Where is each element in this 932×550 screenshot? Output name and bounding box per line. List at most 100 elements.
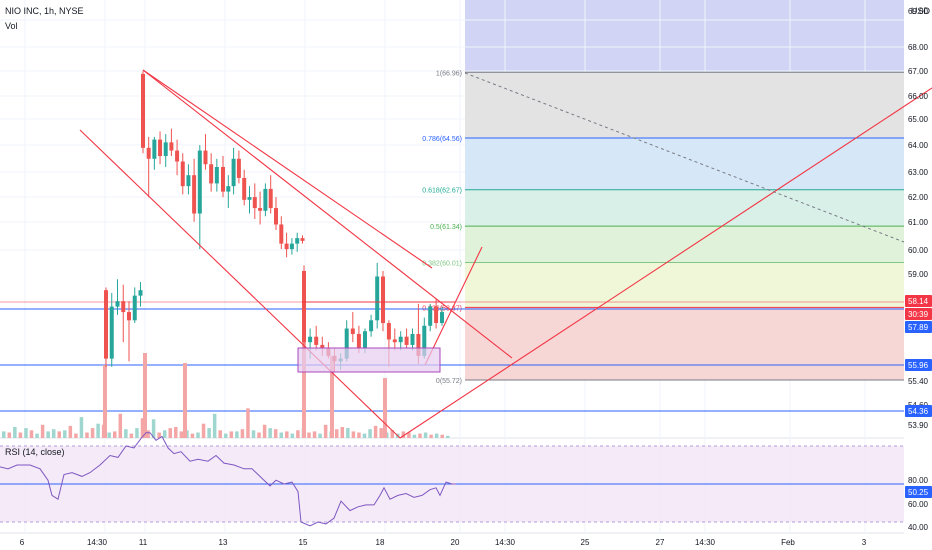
price-tag (905, 321, 932, 333)
candle-body (363, 331, 367, 348)
volume-bar (103, 365, 107, 438)
volume-bar (2, 431, 6, 438)
price-tag-text: 30:39 (908, 310, 929, 319)
price-tick-label: 63.00 (908, 168, 929, 177)
price-tag-text: 54.36 (908, 407, 929, 416)
price-tick-label: 61.00 (908, 218, 929, 227)
volume-bar (57, 431, 61, 438)
candle-body (197, 150, 202, 214)
candle-body (180, 161, 185, 187)
candle-body (428, 306, 433, 326)
volume-bar (179, 431, 184, 438)
fib-level-label: 0(55.72) (436, 378, 462, 385)
trendline (399, 87, 932, 439)
candle-body (422, 325, 427, 356)
time-tick-label: 11 (139, 538, 148, 547)
volume-bar (407, 432, 411, 438)
volume-bar (357, 432, 361, 438)
volume-bar (290, 433, 295, 438)
volume-bar (129, 433, 134, 438)
candle-body (386, 323, 391, 340)
candle-body (375, 276, 380, 321)
volume-bar (29, 430, 34, 438)
volume-bar (251, 430, 256, 438)
price-tick-label: 65.00 (908, 115, 929, 124)
price-tag-text: 57.89 (908, 323, 929, 332)
volume-bar (440, 434, 444, 438)
time-tick-label: 27 (656, 538, 665, 547)
time-tick-label: 18 (376, 538, 385, 547)
fib-zone (465, 262, 904, 308)
candle-body (242, 177, 247, 200)
volume-bar (235, 431, 239, 438)
price-tick-label: 67.00 (908, 67, 929, 76)
candle-body (279, 224, 284, 244)
candle-body (289, 243, 294, 250)
candle-body (263, 188, 268, 211)
fib-trend-dashed (464, 72, 905, 243)
volume-bar (196, 432, 200, 438)
volume-bar (273, 429, 278, 438)
currency-label: USD (911, 6, 931, 16)
time-tick-label: 14:30 (87, 538, 108, 547)
candle-body (300, 238, 305, 241)
volume-bar (368, 429, 372, 438)
candle-body (440, 312, 444, 324)
volume-bar (362, 433, 367, 438)
candle-body (127, 312, 131, 321)
fib-zone (465, 226, 904, 263)
volume-bar (85, 432, 89, 438)
volume-bar (46, 431, 50, 438)
time-tick-label: 13 (219, 538, 228, 547)
volume-bar (446, 435, 450, 438)
price-tick-label: 68.00 (908, 43, 929, 52)
candle-body (295, 238, 300, 244)
price-tag (905, 308, 932, 320)
rsi-line (0, 432, 456, 527)
price-tag (905, 359, 932, 371)
volume-bar (18, 432, 23, 438)
candle-body (302, 271, 306, 343)
candle-body (381, 276, 385, 324)
candle-body (398, 336, 403, 343)
price-tick-label: 59.00 (908, 270, 929, 279)
rsi-tick-label: 40.00 (908, 523, 929, 532)
price-tag-text: 58.14 (908, 297, 929, 306)
candle-body (410, 333, 415, 345)
price-tick-label: 60.00 (908, 246, 929, 255)
volume-bar (434, 433, 439, 438)
fib-zone (465, 189, 904, 227)
volume-bar (24, 428, 28, 438)
trendline-drawings (79, 69, 932, 439)
volume-bar (330, 356, 334, 438)
candle-body (158, 139, 163, 157)
volume-bar (162, 430, 167, 438)
candle-body (369, 320, 374, 332)
volume-bar (429, 434, 433, 438)
candle-body (186, 175, 191, 187)
volume-bar (307, 432, 311, 438)
volume-bar (63, 430, 67, 438)
candle-body (226, 186, 231, 192)
volume-bar (51, 429, 56, 438)
volume-bar (218, 430, 222, 438)
candle-body (268, 188, 273, 209)
candle-body (132, 295, 137, 321)
candle-body (308, 336, 313, 343)
candle-body (284, 243, 289, 250)
fib-level-label: 0.5(61.34) (430, 224, 462, 231)
candle-body (404, 336, 409, 345)
trendline (424, 246, 483, 366)
volume-bar (373, 425, 378, 438)
symbol-title: NIO INC, 1h, NYSE (5, 6, 84, 16)
volume-bar (90, 428, 95, 438)
candle-body (109, 306, 114, 359)
candle-body (138, 290, 143, 296)
volume-bar (268, 428, 272, 438)
volume-bar (143, 353, 147, 438)
trendline (142, 69, 513, 359)
fib-zone (465, 72, 904, 138)
volume-bar (346, 428, 350, 438)
volume-bar (190, 433, 195, 438)
volume-bar (113, 431, 117, 438)
